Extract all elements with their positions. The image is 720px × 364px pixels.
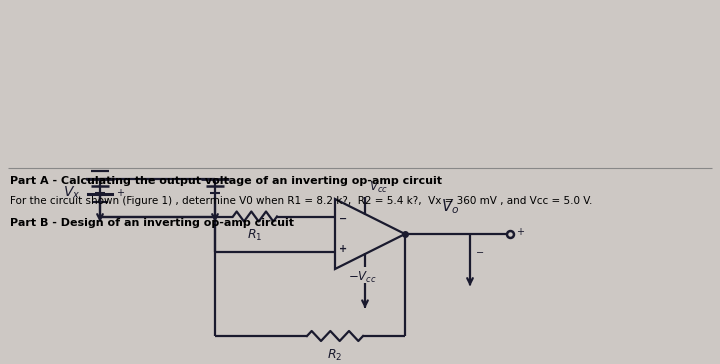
Text: $R_2$: $R_2$: [328, 348, 343, 363]
Text: $V_{cc}$: $V_{cc}$: [369, 180, 388, 195]
Text: For the circuit shown (Figure 1) , determine V0 when R1 = 8.2 k?,  R2 = 5.4 k?, : For the circuit shown (Figure 1) , deter…: [10, 196, 593, 206]
Text: +: +: [516, 227, 524, 237]
Polygon shape: [335, 199, 405, 269]
Text: +: +: [116, 188, 124, 198]
Text: Part A - Calculating the output voltage of an inverting op-amp circuit: Part A - Calculating the output voltage …: [10, 176, 442, 186]
Text: $-V_{cc}$: $-V_{cc}$: [348, 270, 377, 285]
Text: $V_x$: $V_x$: [63, 185, 80, 201]
Text: $R_1$: $R_1$: [247, 228, 263, 242]
Text: +: +: [339, 244, 347, 254]
Text: −: −: [339, 214, 347, 224]
Text: $V_o$: $V_o$: [441, 197, 459, 216]
Text: Part B - Design of an inverting op-amp circuit: Part B - Design of an inverting op-amp c…: [10, 218, 294, 228]
Text: $-$: $-$: [475, 246, 484, 256]
